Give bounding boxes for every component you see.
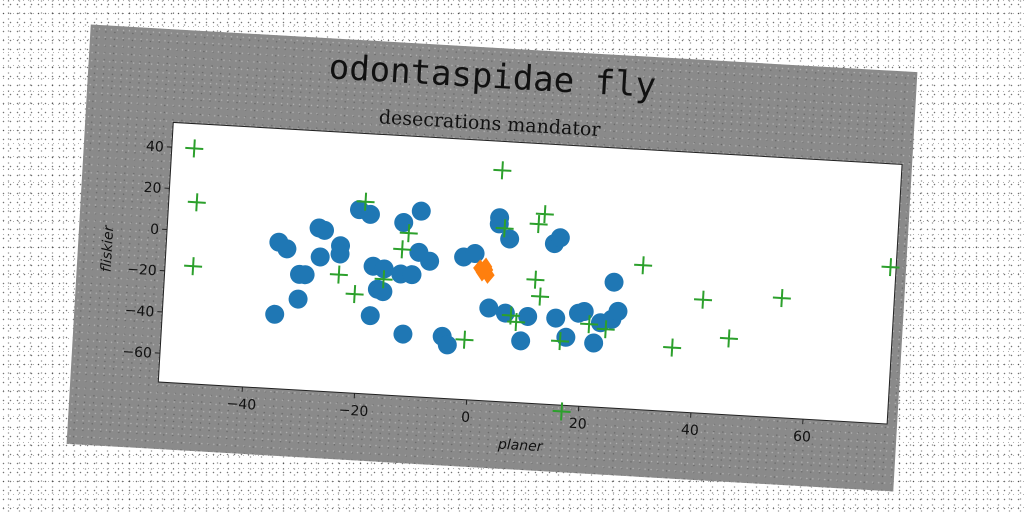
scatter-point	[465, 244, 485, 264]
plus-point	[493, 161, 512, 180]
scatter-point	[550, 228, 570, 248]
plus-point	[495, 219, 514, 238]
plus-point	[356, 192, 375, 211]
y-axis-ticks: −60 −40 −20 0 20 40	[122, 139, 172, 362]
scatter-point	[411, 201, 431, 221]
scatter-point	[360, 306, 380, 326]
x-tick-label: 20	[568, 416, 587, 433]
plus-point	[374, 270, 393, 289]
scatter-point	[518, 306, 538, 326]
y-tick-label: 0	[150, 222, 160, 238]
scatter-point	[402, 265, 422, 285]
scatter-point	[330, 244, 350, 264]
x-tick-label: 60	[793, 429, 812, 446]
scatter-point	[584, 333, 604, 353]
data-marks	[184, 139, 900, 421]
plus-point	[580, 315, 599, 334]
x-tick-label: 40	[680, 422, 699, 439]
scatter-point	[608, 301, 628, 321]
scatter-point	[315, 220, 335, 240]
x-tick-label: −40	[226, 396, 256, 414]
plus-point	[552, 402, 571, 421]
plus-point	[719, 329, 738, 348]
plus-point	[526, 270, 545, 289]
scatter-point	[393, 324, 413, 344]
scatter-point	[479, 298, 499, 318]
scatter-point	[265, 304, 285, 324]
x-axis-ticks: −40 −20 0 20 40 60	[226, 386, 812, 446]
chart-figure: odontaspidae fly desecrations mandator −…	[66, 24, 918, 492]
scatter-point	[288, 289, 308, 309]
plus-point	[550, 332, 570, 351]
plus-point	[184, 257, 203, 276]
plus-point	[693, 290, 713, 309]
plus-point	[329, 265, 348, 284]
scatter-point	[437, 335, 457, 355]
scatter-point	[374, 259, 394, 279]
plus-point	[596, 320, 615, 339]
plus-point	[634, 256, 653, 275]
chart-title: odontaspidae fly	[328, 47, 657, 106]
x-tick-label: −20	[338, 402, 368, 420]
plus-point	[531, 287, 550, 306]
series-2	[184, 139, 900, 421]
scatter-point	[373, 282, 393, 302]
y-axis-label: fliskier	[99, 224, 118, 273]
scatter-point	[420, 251, 440, 271]
plus-point	[399, 224, 418, 243]
scatter-point	[511, 331, 531, 351]
x-axis-label: planer	[497, 437, 545, 456]
plus-point	[455, 330, 474, 349]
plus-point	[185, 139, 204, 158]
scatter-point	[277, 239, 297, 259]
scatter-point	[295, 265, 315, 285]
plus-point	[187, 193, 206, 212]
y-tick-label: −20	[127, 262, 157, 280]
scatter-point	[604, 272, 624, 292]
plus-point	[393, 240, 412, 259]
plus-point	[529, 215, 548, 234]
scatter-point	[546, 308, 566, 328]
plus-point	[345, 285, 364, 304]
diamond-point	[479, 260, 494, 279]
plus-point	[881, 258, 900, 277]
plot-area	[157, 121, 903, 425]
y-tick-label: 40	[146, 139, 165, 156]
plus-point	[507, 312, 526, 332]
plus-point	[772, 289, 791, 308]
series-1	[473, 257, 495, 284]
y-tick-label: −60	[122, 344, 152, 362]
series-0	[265, 200, 628, 355]
y-tick-label: 20	[143, 180, 162, 197]
scatter-chart: odontaspidae fly desecrations mandator −…	[99, 47, 903, 456]
plus-point	[535, 205, 554, 224]
scatter-point	[310, 247, 330, 267]
y-tick-label: −40	[124, 303, 154, 321]
plus-point	[663, 338, 682, 357]
x-tick-label: 0	[461, 410, 471, 426]
